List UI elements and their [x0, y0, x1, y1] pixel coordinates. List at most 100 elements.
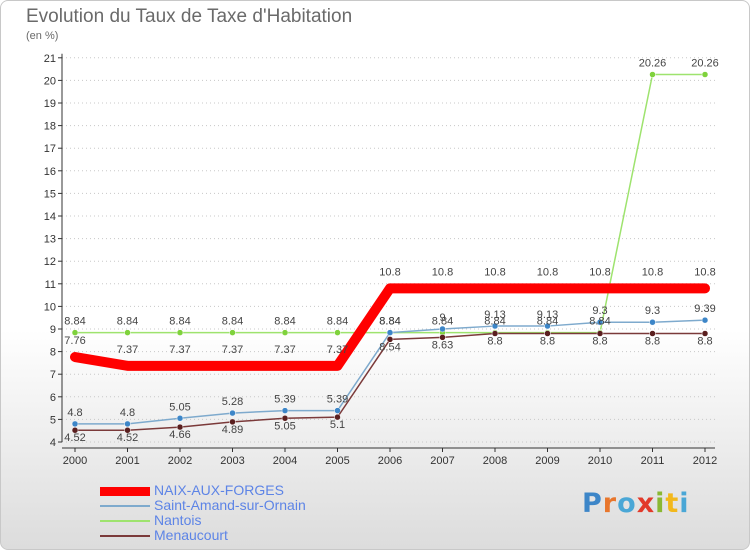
data-label: 8.63 [432, 339, 453, 351]
legend-label-naix: NAIX-AUX-FORGES [154, 482, 284, 498]
y-tick-label: 11 [45, 279, 56, 291]
y-tick-label: 15 [44, 188, 56, 200]
data-label: 8.84 [327, 316, 348, 328]
x-tick-label: 2001 [115, 455, 139, 467]
y-tick-label: 20 [44, 75, 56, 87]
data-label: 9.3 [592, 305, 607, 317]
logo-letter: t [665, 488, 680, 519]
data-point [439, 325, 446, 333]
x-tick-label: 2004 [273, 455, 297, 467]
data-label: 10.8 [694, 266, 715, 278]
logo-letter: x [636, 488, 656, 519]
data-label: 4.8 [120, 407, 135, 419]
y-tick-label: 18 [44, 121, 56, 133]
data-label: 8.8 [645, 336, 660, 348]
data-label: 10.8 [589, 266, 610, 278]
data-label: 4.89 [222, 424, 243, 436]
legend-swatch-saint-amand [100, 505, 150, 507]
data-label: 8.84 [379, 316, 400, 328]
data-label: 10.8 [642, 266, 663, 278]
x-tick-label: 2008 [483, 455, 507, 467]
y-tick-label: 5 [50, 414, 56, 426]
legend-item-saint-amand: Saint-Amand-sur-Ornain [100, 497, 360, 514]
y-tick-label: 13 [44, 234, 56, 246]
data-label: 8.8 [697, 336, 712, 348]
data-point [491, 322, 499, 330]
y-tick-label: 14 [44, 211, 56, 223]
chart-subtitle: (en %) [26, 30, 59, 42]
data-label: 7.37 [169, 344, 190, 356]
data-label: 7.37 [274, 344, 295, 356]
logo-letter: o [617, 488, 637, 519]
data-point [334, 413, 341, 421]
data-label: 8.84 [169, 316, 190, 328]
x-tick-label: 2006 [378, 455, 402, 467]
legend-swatch-menaucourt [100, 535, 150, 537]
data-label: 8.54 [379, 341, 400, 353]
data-point [334, 407, 341, 414]
legend-item-nantois: Nantois [100, 512, 360, 529]
data-label: 7.76 [64, 335, 85, 347]
data-label: 20.26 [691, 58, 719, 70]
logo-letter: P [582, 488, 603, 519]
data-point [491, 330, 499, 337]
data-point [439, 334, 446, 341]
data-label: 8.84 [117, 316, 138, 328]
x-tick-label: 2005 [325, 455, 349, 467]
data-label: 8.8 [540, 336, 555, 348]
data-point [334, 329, 341, 336]
legend-label-saint-amand: Saint-Amand-sur-Ornain [154, 497, 306, 513]
y-tick-label: 8 [50, 347, 56, 359]
chart-legend: NAIX-AUX-FORGES Saint-Amand-sur-Ornain N… [100, 482, 360, 544]
y-tick-label: 4 [50, 437, 56, 449]
data-label: 4.66 [169, 429, 190, 441]
data-label: 8.84 [432, 316, 453, 328]
data-point [124, 329, 131, 336]
data-point [649, 318, 656, 326]
chart-title: Evolution du Taux de Taxe d'Habitation [26, 6, 353, 27]
data-label: 5.39 [274, 394, 295, 406]
data-point [649, 330, 656, 337]
x-tick-label: 2002 [168, 455, 192, 467]
data-label: 8.84 [484, 316, 505, 328]
data-label: 9.13 [537, 309, 558, 321]
data-label: 4.52 [64, 432, 85, 444]
data-point [386, 329, 394, 336]
y-tick-label: 12 [44, 256, 56, 268]
data-label: 8.84 [379, 316, 400, 328]
legend-swatch-naix [100, 487, 150, 496]
data-label: 4.52 [117, 432, 138, 444]
x-tick-label: 2003 [220, 455, 244, 467]
x-tick-label: 2009 [535, 455, 559, 467]
legend-label-menaucourt: Menaucourt [154, 527, 228, 543]
data-label: 10.8 [537, 266, 558, 278]
data-point [281, 407, 289, 414]
data-point [176, 329, 184, 336]
data-point [124, 420, 131, 428]
logo-letter: r [602, 488, 618, 519]
data-label: 4.8 [67, 407, 82, 419]
x-tick-label: 2012 [693, 455, 717, 467]
data-label: 8.84 [64, 316, 85, 328]
data-point [544, 330, 551, 337]
data-point [124, 426, 131, 434]
data-label: 8.84 [537, 316, 558, 328]
data-point [229, 329, 236, 336]
data-label: 9 [439, 312, 445, 324]
data-label: 7.37 [327, 344, 348, 356]
legend-label-nantois: Nantois [154, 512, 202, 528]
data-point [701, 71, 709, 78]
data-point [281, 329, 289, 336]
data-point [71, 420, 79, 428]
y-tick-label: 10 [44, 301, 56, 313]
series-line-0 [70, 283, 710, 371]
data-label: 20.26 [639, 58, 667, 70]
x-tick-label: 2000 [63, 455, 87, 467]
data-point [701, 330, 709, 337]
data-point [386, 336, 394, 343]
data-label: 10.8 [379, 266, 400, 278]
y-tick-label: 21 [44, 53, 56, 65]
data-label: 9.39 [694, 303, 715, 315]
